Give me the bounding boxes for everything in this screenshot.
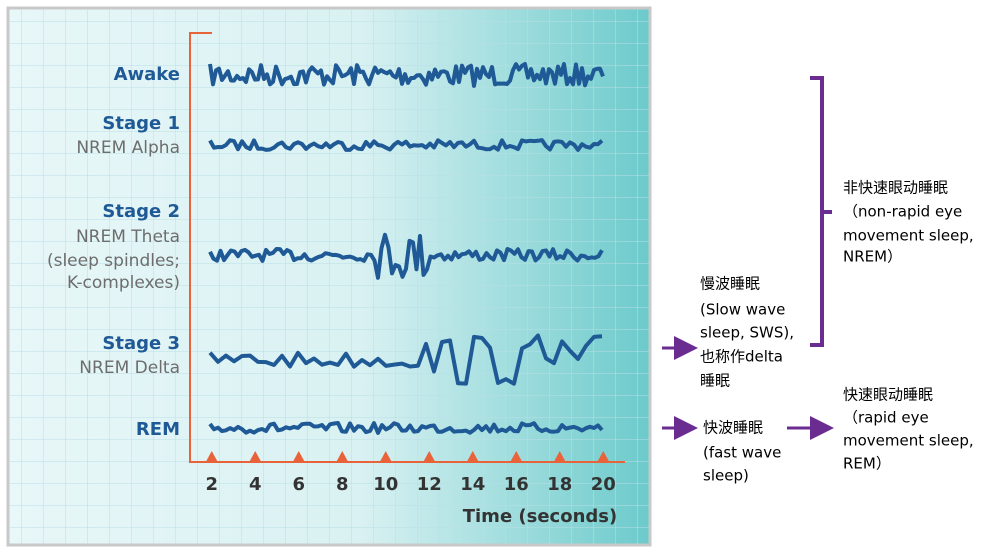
tick-mark [423,451,436,462]
annotation: sleep) [703,467,749,485]
annotation: movement sleep, [843,227,974,245]
axis-title: Time (seconds) [463,506,618,527]
row-title: Awake [114,64,180,85]
row-subtitle: K-complexes) [67,273,180,293]
annotation: （non-rapid eye [843,203,962,221]
x-tick-label: 20 [591,474,616,495]
row-subtitle: (sleep spindles; [47,251,180,271]
tick-mark [205,451,218,462]
tick-mark [553,451,566,462]
annotation: 慢波睡眠 [700,275,760,293]
tick-mark [249,451,262,462]
x-tick-label: 6 [292,474,305,495]
annotation: (fast wave [703,444,781,462]
axis [189,32,625,463]
row-subtitle: NREM Theta [76,227,180,247]
x-tick-label: 4 [249,474,262,495]
eeg-trace [208,421,604,435]
bracket [810,76,832,347]
annotation: (Slow wave [700,301,785,319]
grid [9,9,649,544]
annotation: 非快速眼动睡眠 [843,179,948,197]
annotation: 快波睡眠 [703,419,763,437]
x-tick-label: 8 [336,474,349,495]
eeg-trace [208,232,604,280]
x-tick-label: 14 [460,474,485,495]
row-subtitle: NREM Delta [79,358,180,378]
row-subtitle: NREM Alpha [76,138,180,158]
x-tick-label: 18 [547,474,572,495]
tick-mark [336,451,349,462]
row-title: Stage 1 [102,113,180,134]
tick-mark [379,451,392,462]
annotation: （rapid eye [843,409,929,427]
row-title: REM [136,419,180,440]
x-tick-label: 16 [504,474,529,495]
row-title: Stage 3 [102,333,180,354]
x-tick-label: 12 [417,474,442,495]
x-tick-label: 10 [373,474,398,495]
eeg-trace [208,138,604,152]
x-tick-label: 2 [205,474,218,495]
tick-mark [597,451,610,462]
annotation: 也称作delta [700,348,783,366]
annotation: 快速眼动睡眠 [843,386,933,404]
annotation: NREM） [843,248,902,266]
annotation: 睡眠 [700,372,730,390]
annotation: REM） [843,455,891,473]
annotation: movement sleep, [843,432,974,450]
row-title: Stage 2 [102,201,180,222]
tick-mark [466,451,479,462]
annotation: sleep, SWS), [700,324,794,342]
tick-mark [510,451,523,462]
tick-mark [292,451,305,462]
eeg-trace [208,333,603,386]
eeg-trace [208,62,605,88]
